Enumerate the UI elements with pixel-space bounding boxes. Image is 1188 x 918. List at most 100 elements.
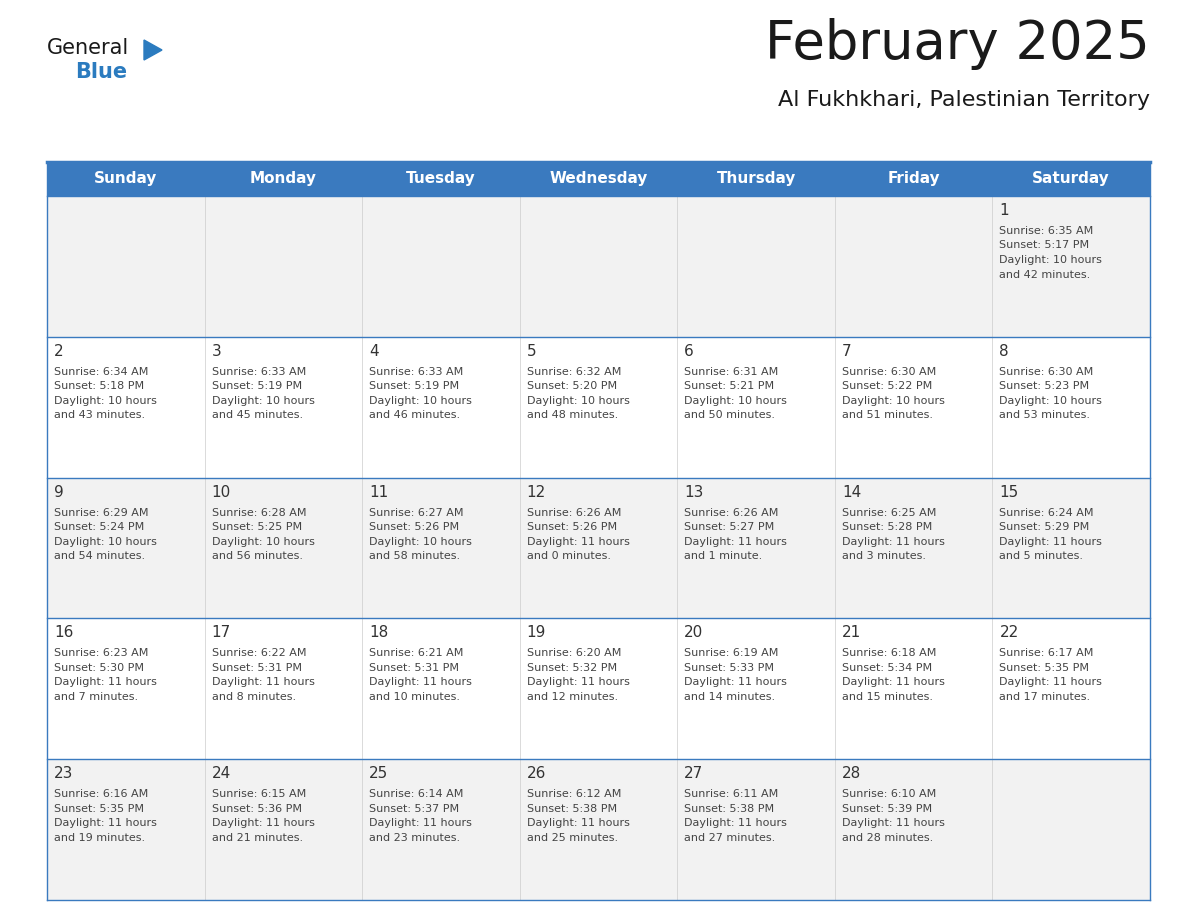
Text: and 53 minutes.: and 53 minutes. bbox=[999, 410, 1091, 420]
Text: Sunrise: 6:30 AM: Sunrise: 6:30 AM bbox=[842, 367, 936, 376]
Text: Sunset: 5:31 PM: Sunset: 5:31 PM bbox=[211, 663, 302, 673]
Text: and 21 minutes.: and 21 minutes. bbox=[211, 833, 303, 843]
Text: and 0 minutes.: and 0 minutes. bbox=[526, 551, 611, 561]
Text: 7: 7 bbox=[842, 344, 852, 359]
Text: 26: 26 bbox=[526, 767, 546, 781]
Text: Daylight: 11 hours: Daylight: 11 hours bbox=[842, 818, 944, 828]
Text: Sunrise: 6:22 AM: Sunrise: 6:22 AM bbox=[211, 648, 307, 658]
Text: and 10 minutes.: and 10 minutes. bbox=[369, 692, 460, 702]
Text: and 42 minutes.: and 42 minutes. bbox=[999, 270, 1091, 279]
Text: and 5 minutes.: and 5 minutes. bbox=[999, 551, 1083, 561]
Text: Daylight: 10 hours: Daylight: 10 hours bbox=[842, 396, 944, 406]
Text: Daylight: 10 hours: Daylight: 10 hours bbox=[53, 537, 157, 546]
Text: 11: 11 bbox=[369, 485, 388, 499]
Text: 28: 28 bbox=[842, 767, 861, 781]
Text: Sunset: 5:22 PM: Sunset: 5:22 PM bbox=[842, 381, 933, 391]
Text: Sunrise: 6:34 AM: Sunrise: 6:34 AM bbox=[53, 367, 148, 376]
Text: and 48 minutes.: and 48 minutes. bbox=[526, 410, 618, 420]
Text: Sunrise: 6:33 AM: Sunrise: 6:33 AM bbox=[369, 367, 463, 376]
Text: Blue: Blue bbox=[75, 62, 127, 82]
Text: Daylight: 10 hours: Daylight: 10 hours bbox=[526, 396, 630, 406]
Text: Sunday: Sunday bbox=[94, 172, 158, 186]
Text: Sunrise: 6:31 AM: Sunrise: 6:31 AM bbox=[684, 367, 778, 376]
Text: Sunset: 5:34 PM: Sunset: 5:34 PM bbox=[842, 663, 931, 673]
Bar bbox=[48, 196, 1150, 337]
Text: 25: 25 bbox=[369, 767, 388, 781]
Text: Sunset: 5:33 PM: Sunset: 5:33 PM bbox=[684, 663, 775, 673]
Text: Sunset: 5:21 PM: Sunset: 5:21 PM bbox=[684, 381, 775, 391]
Text: Sunset: 5:38 PM: Sunset: 5:38 PM bbox=[526, 803, 617, 813]
Text: Sunset: 5:30 PM: Sunset: 5:30 PM bbox=[53, 663, 144, 673]
Text: Sunset: 5:17 PM: Sunset: 5:17 PM bbox=[999, 241, 1089, 251]
Text: Sunset: 5:25 PM: Sunset: 5:25 PM bbox=[211, 522, 302, 532]
Text: Sunrise: 6:27 AM: Sunrise: 6:27 AM bbox=[369, 508, 463, 518]
Bar bbox=[48, 759, 1150, 900]
Text: 24: 24 bbox=[211, 767, 230, 781]
Text: Sunrise: 6:19 AM: Sunrise: 6:19 AM bbox=[684, 648, 778, 658]
Text: Sunrise: 6:23 AM: Sunrise: 6:23 AM bbox=[53, 648, 148, 658]
Text: Daylight: 11 hours: Daylight: 11 hours bbox=[53, 677, 157, 688]
Text: and 43 minutes.: and 43 minutes. bbox=[53, 410, 145, 420]
Text: Sunrise: 6:26 AM: Sunrise: 6:26 AM bbox=[526, 508, 621, 518]
Text: and 3 minutes.: and 3 minutes. bbox=[842, 551, 925, 561]
Text: Sunrise: 6:11 AM: Sunrise: 6:11 AM bbox=[684, 789, 778, 800]
Text: 10: 10 bbox=[211, 485, 230, 499]
Text: Daylight: 11 hours: Daylight: 11 hours bbox=[369, 818, 472, 828]
Text: and 14 minutes.: and 14 minutes. bbox=[684, 692, 776, 702]
Text: Sunset: 5:35 PM: Sunset: 5:35 PM bbox=[53, 803, 144, 813]
Text: Daylight: 11 hours: Daylight: 11 hours bbox=[526, 677, 630, 688]
Text: General: General bbox=[48, 38, 129, 58]
Text: 12: 12 bbox=[526, 485, 546, 499]
Text: Sunrise: 6:24 AM: Sunrise: 6:24 AM bbox=[999, 508, 1094, 518]
Text: and 51 minutes.: and 51 minutes. bbox=[842, 410, 933, 420]
Text: Daylight: 11 hours: Daylight: 11 hours bbox=[999, 677, 1102, 688]
Text: Al Fukhkhari, Palestinian Territory: Al Fukhkhari, Palestinian Territory bbox=[778, 90, 1150, 110]
Text: Saturday: Saturday bbox=[1032, 172, 1110, 186]
Bar bbox=[48, 477, 1150, 619]
Text: Daylight: 11 hours: Daylight: 11 hours bbox=[684, 818, 788, 828]
Text: 1: 1 bbox=[999, 203, 1009, 218]
Text: 4: 4 bbox=[369, 344, 379, 359]
Text: and 46 minutes.: and 46 minutes. bbox=[369, 410, 460, 420]
Text: 15: 15 bbox=[999, 485, 1018, 499]
Text: and 23 minutes.: and 23 minutes. bbox=[369, 833, 460, 843]
Text: Tuesday: Tuesday bbox=[406, 172, 476, 186]
Text: Sunset: 5:32 PM: Sunset: 5:32 PM bbox=[526, 663, 617, 673]
Text: Sunset: 5:24 PM: Sunset: 5:24 PM bbox=[53, 522, 144, 532]
Text: Sunset: 5:35 PM: Sunset: 5:35 PM bbox=[999, 663, 1089, 673]
Text: Daylight: 11 hours: Daylight: 11 hours bbox=[999, 537, 1102, 546]
Text: Sunset: 5:36 PM: Sunset: 5:36 PM bbox=[211, 803, 302, 813]
Text: Sunset: 5:37 PM: Sunset: 5:37 PM bbox=[369, 803, 460, 813]
Text: and 8 minutes.: and 8 minutes. bbox=[211, 692, 296, 702]
Text: and 19 minutes.: and 19 minutes. bbox=[53, 833, 145, 843]
Text: 22: 22 bbox=[999, 625, 1018, 641]
Text: 8: 8 bbox=[999, 344, 1009, 359]
Text: and 12 minutes.: and 12 minutes. bbox=[526, 692, 618, 702]
Text: Sunset: 5:18 PM: Sunset: 5:18 PM bbox=[53, 381, 144, 391]
Text: Sunrise: 6:25 AM: Sunrise: 6:25 AM bbox=[842, 508, 936, 518]
Text: Sunset: 5:20 PM: Sunset: 5:20 PM bbox=[526, 381, 617, 391]
Text: and 17 minutes.: and 17 minutes. bbox=[999, 692, 1091, 702]
Text: Sunrise: 6:21 AM: Sunrise: 6:21 AM bbox=[369, 648, 463, 658]
Text: 21: 21 bbox=[842, 625, 861, 641]
Text: Daylight: 10 hours: Daylight: 10 hours bbox=[999, 255, 1102, 265]
Text: Daylight: 10 hours: Daylight: 10 hours bbox=[211, 537, 315, 546]
Text: 2: 2 bbox=[53, 344, 64, 359]
Bar bbox=[48, 337, 1150, 477]
Text: Daylight: 11 hours: Daylight: 11 hours bbox=[211, 677, 315, 688]
Bar bbox=[48, 162, 1150, 196]
Text: Sunrise: 6:30 AM: Sunrise: 6:30 AM bbox=[999, 367, 1094, 376]
Bar bbox=[48, 619, 1150, 759]
Text: Daylight: 10 hours: Daylight: 10 hours bbox=[211, 396, 315, 406]
Text: and 28 minutes.: and 28 minutes. bbox=[842, 833, 933, 843]
Text: Daylight: 11 hours: Daylight: 11 hours bbox=[842, 537, 944, 546]
Text: Sunrise: 6:14 AM: Sunrise: 6:14 AM bbox=[369, 789, 463, 800]
Text: 19: 19 bbox=[526, 625, 546, 641]
Text: February 2025: February 2025 bbox=[765, 18, 1150, 70]
Text: and 45 minutes.: and 45 minutes. bbox=[211, 410, 303, 420]
Text: Sunset: 5:28 PM: Sunset: 5:28 PM bbox=[842, 522, 933, 532]
Text: Daylight: 10 hours: Daylight: 10 hours bbox=[53, 396, 157, 406]
Text: Sunset: 5:31 PM: Sunset: 5:31 PM bbox=[369, 663, 459, 673]
Text: 27: 27 bbox=[684, 767, 703, 781]
Text: Sunset: 5:38 PM: Sunset: 5:38 PM bbox=[684, 803, 775, 813]
